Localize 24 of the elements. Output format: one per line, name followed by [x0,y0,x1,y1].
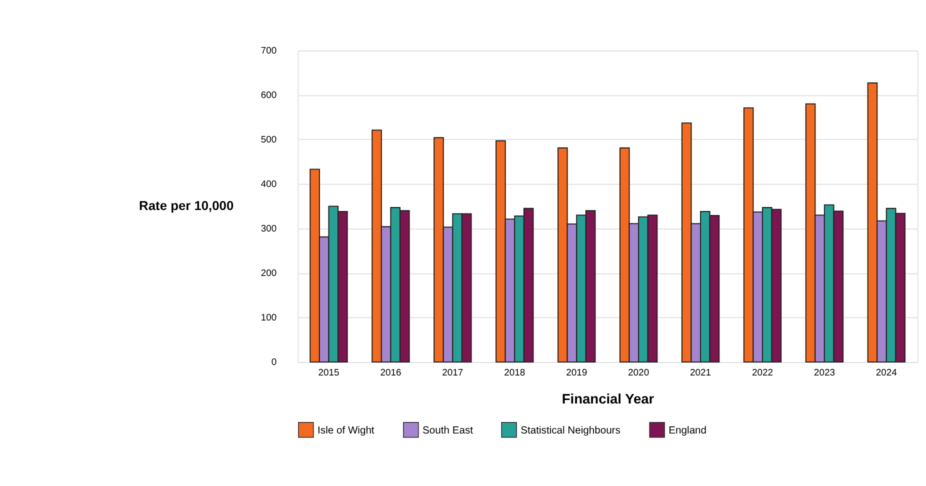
x-tick-label: 2023 [814,367,835,378]
x-tick-label: 2021 [690,367,712,378]
y-tick-label: 600 [260,90,277,101]
x-tick-label: 2016 [380,367,402,378]
y-tick-label: 0 [271,357,277,368]
y-tick-label: 700 [260,45,277,56]
y-tick-label: 500 [260,134,277,146]
x-tick-label: 2017 [442,367,464,378]
x-tick-label: 2018 [504,367,526,378]
legend-label: England [668,425,707,436]
x-axis-title: Financial Year [562,392,655,407]
y-tick-label: 200 [260,268,277,279]
y-axis-title: Rate per 10,000 [139,198,234,214]
x-tick-label: 2015 [318,367,340,378]
x-tick-label: 2022 [752,367,774,378]
x-tick-label: 2024 [876,367,897,378]
x-tick-label: 2019 [566,367,588,378]
y-tick-label: 300 [260,223,277,234]
y-tick-label: 100 [260,312,277,324]
legend-label: South East [422,425,474,436]
legend-label: Statistical Neighbours [520,425,620,436]
y-tick-label: 400 [260,178,277,190]
legend-label: Isle of Wight [318,425,374,436]
x-tick-label: 2020 [628,367,650,378]
